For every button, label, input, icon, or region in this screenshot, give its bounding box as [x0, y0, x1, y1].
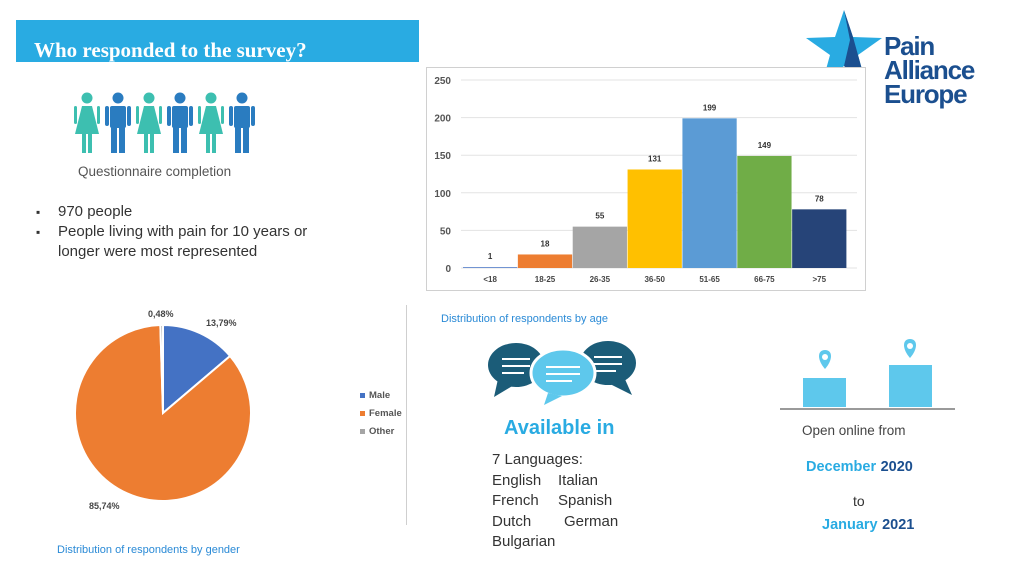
bar-data-label: 131 — [648, 154, 662, 163]
man-icon — [167, 92, 193, 153]
age-chart-frame: 0 50 100 150 200 250 1 <18 18 18-25 55 26-35 131 36-5… — [426, 67, 866, 291]
legend-item-female: Female — [360, 408, 402, 419]
x-tick-label: 51-65 — [699, 275, 720, 284]
x-tick-label: 66-75 — [754, 275, 775, 284]
language-item: Spanish — [558, 492, 613, 509]
bullet-item: People living with pain for 10 years or … — [32, 222, 352, 262]
legend-swatch — [360, 410, 365, 416]
languages-list: 7 Languages: English Italian French Spanis… — [492, 450, 618, 553]
legend-item-male: Male — [360, 390, 402, 401]
available-in-heading: Available in — [504, 417, 615, 439]
bar — [463, 267, 518, 268]
woman-icon — [136, 92, 162, 153]
woman-icon — [198, 92, 224, 153]
x-tick-label: <18 — [483, 275, 497, 284]
bar — [572, 226, 627, 268]
to-date: January 2021 — [822, 516, 914, 534]
legend-swatch — [360, 428, 365, 434]
bar-data-label: 18 — [541, 239, 550, 248]
x-tick-label: 36-50 — [644, 275, 665, 284]
x-tick-label: >75 — [812, 275, 826, 284]
legend-label: Other — [369, 426, 395, 437]
people-caption: Questionnaire completion — [78, 164, 232, 179]
language-row: Bulgarian — [492, 532, 618, 553]
star-logo-icon — [806, 10, 882, 84]
language-item: French — [492, 492, 539, 509]
from-date: December 2020 — [806, 458, 913, 476]
x-tick-label: 26-35 — [590, 275, 611, 284]
language-item: Dutch — [492, 512, 532, 530]
y-tick-label: 0 — [445, 264, 451, 275]
y-tick-label: 200 — [434, 114, 451, 125]
language-row: Dutch German — [492, 512, 618, 533]
bar-data-label: 78 — [815, 194, 824, 203]
people-icons — [74, 92, 264, 154]
open-online-label: Open online from — [802, 423, 906, 438]
pie-slice — [159, 323, 164, 414]
pie-data-label: 0,48% — [148, 309, 174, 319]
language-item: Bulgarian — [492, 533, 556, 550]
language-row: French Spanish — [492, 491, 618, 512]
bar — [737, 155, 792, 268]
gender-chart-caption: Distribution of respondents by gender — [57, 544, 240, 556]
language-item: Italian — [558, 471, 599, 489]
bullet-item: 970 people — [32, 202, 352, 222]
gender-legend: Male Female Other — [360, 390, 402, 437]
age-bar-chart: 0 50 100 150 200 250 1 <18 18 18-25 55 26-35 131 36-5… — [434, 76, 857, 284]
man-icon — [105, 92, 131, 153]
to-year: 2021 — [882, 517, 915, 533]
from-year: 2020 — [880, 459, 913, 475]
language-row: English Italian — [492, 471, 618, 492]
from-month: December — [806, 459, 877, 475]
language-item: German — [564, 512, 619, 530]
man-icon — [229, 92, 255, 153]
bar — [627, 169, 682, 268]
location-pins-icon — [780, 339, 955, 410]
bar-data-label: 149 — [758, 141, 772, 150]
legend-label: Female — [369, 408, 402, 419]
title-bar — [16, 20, 419, 62]
speech-bubbles-icon — [488, 341, 636, 405]
to-label: to — [853, 493, 865, 509]
pie-slice — [162, 323, 232, 416]
bar — [682, 118, 737, 268]
y-tick-label: 50 — [440, 226, 452, 237]
pie-data-label: 13,79% — [206, 318, 237, 328]
age-chart-caption: Distribution of respondents by age — [441, 313, 608, 325]
languages-count: 7 Languages: — [492, 451, 583, 468]
legend-item-other: Other — [360, 426, 402, 437]
logo-wordmark: Pain Alliance Europe — [884, 31, 1024, 109]
slide-title: Who responded to the survey? — [34, 38, 307, 62]
y-tick-label: 250 — [434, 76, 451, 87]
bar — [517, 254, 573, 268]
legend-label: Male — [369, 390, 391, 401]
legend-swatch — [360, 392, 365, 398]
pie-data-label: 85,74% — [89, 501, 120, 511]
section-divider — [406, 305, 407, 525]
gender-pie-chart: 13,79% 85,74% 0,48% — [74, 309, 252, 511]
language-item: English — [492, 471, 542, 489]
woman-icon — [74, 92, 100, 153]
bar-data-label: 55 — [595, 212, 604, 221]
y-tick-label: 100 — [434, 189, 451, 200]
logo-line-2: Europe — [884, 79, 968, 109]
bar-data-label: 199 — [703, 103, 717, 112]
to-month: January — [822, 517, 878, 533]
logo-line-1: Pain Alliance — [884, 31, 975, 85]
bar-data-label: 1 — [488, 252, 493, 261]
summary-bullets: 970 people People living with pain for 1… — [32, 202, 352, 262]
y-tick-label: 150 — [434, 151, 451, 162]
bar — [792, 209, 847, 268]
x-tick-label: 18-25 — [535, 275, 556, 284]
